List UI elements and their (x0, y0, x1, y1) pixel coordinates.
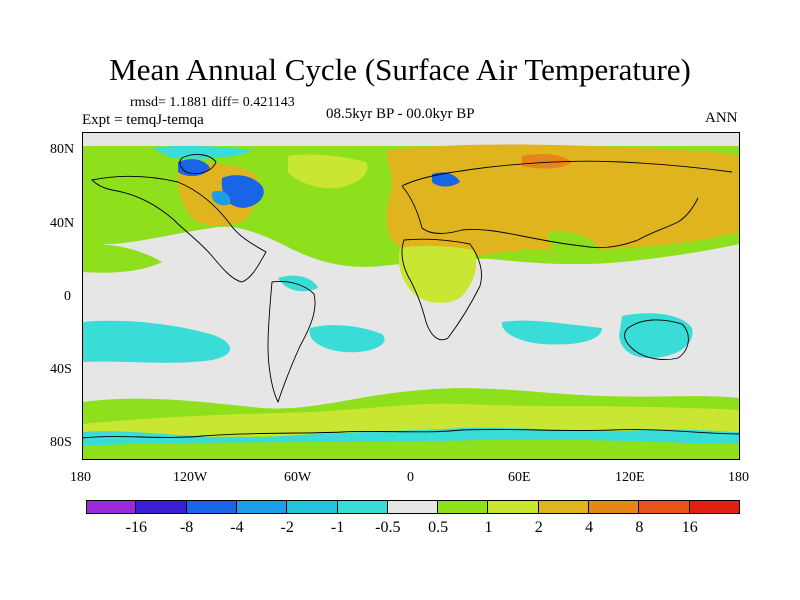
colorbar-box (639, 500, 690, 514)
colorbar-label: -4 (230, 519, 244, 536)
coast-greenland (179, 154, 217, 174)
colorbar-label: 0.5 (428, 519, 449, 536)
laurentide-cyan (211, 190, 231, 206)
lat-tick-80s: 80S (50, 435, 72, 450)
north-pacific-green-2 (82, 243, 162, 273)
colorbar-box (287, 500, 338, 514)
chart-title: Mean Annual Cycle (Surface Air Temperatu… (109, 52, 691, 87)
scandinavia-blue (432, 172, 460, 187)
lon-tick-180w: 180 (70, 470, 91, 485)
coast-north-america (91, 175, 267, 283)
lon-tick-120e: 120E (615, 470, 645, 485)
colorbar-box (86, 500, 137, 514)
colorbar: -16 -8 -4 -2 -1 -0.5 0.5 1 2 4 8 16 (86, 500, 740, 536)
antarctic-green (82, 439, 740, 460)
coastlines (82, 154, 740, 439)
colorbar-box (236, 500, 288, 514)
lat-tick-0: 0 (64, 289, 71, 304)
coast-europe-asia (401, 160, 733, 249)
south-pacific-cyan-2 (82, 334, 172, 352)
colorbar-label: -8 (179, 519, 194, 536)
map-frame (82, 132, 740, 460)
colorbar-label: 8 (635, 519, 644, 536)
colorbar-box (689, 500, 740, 514)
laurentide-blue (221, 175, 264, 208)
lat-tick-40s: 40S (50, 362, 72, 377)
colorbar-label: 2 (534, 519, 543, 536)
lon-tick-180e: 180 (728, 470, 749, 485)
experiment-label: Expt = temqJ-temqa (82, 112, 204, 128)
colorbar-label: -1 (330, 519, 345, 536)
coast-australia (624, 319, 689, 361)
lat-tick-40n: 40N (50, 216, 75, 231)
colorbar-box (136, 500, 187, 514)
india-green (548, 231, 598, 257)
arctic-cyan (152, 145, 252, 159)
colorbar-label: -0.5 (375, 519, 401, 536)
colorbar-box (538, 500, 590, 514)
coast-antarctica (82, 428, 740, 439)
colorbar-box (589, 500, 640, 514)
colorbar-label: 4 (585, 519, 594, 536)
lon-tick-0: 0 (407, 470, 414, 485)
africa-yellow (398, 245, 477, 303)
colorbar-box (337, 500, 388, 514)
temperature-map (82, 132, 740, 460)
map-svg (82, 132, 740, 460)
lon-tick-60e: 60E (508, 470, 531, 485)
australia-cyan (619, 313, 693, 358)
colorbar-label: -2 (280, 519, 294, 536)
colorbar-label: 1 (484, 519, 493, 536)
colorbar-label: 16 (681, 519, 698, 536)
colorbar-box (438, 500, 489, 514)
colorbar-label: -16 (125, 519, 147, 536)
lon-tick-60w: 60W (284, 470, 312, 485)
coast-south-america (267, 281, 316, 404)
period-label: 08.5kyr BP - 00.0kyr BP (326, 106, 475, 122)
indian-ocean-cyan (501, 320, 602, 345)
south-atlantic-cyan (309, 325, 385, 353)
colorbar-box (186, 500, 237, 514)
colorbar-box (387, 500, 439, 514)
stats-text: rmsd= 1.1881 diff= 0.421143 (130, 95, 295, 110)
siberia-hot (522, 154, 572, 169)
lat-tick-80n: 80N (50, 142, 75, 157)
colorbar-box (488, 500, 539, 514)
coast-africa (401, 238, 482, 341)
tropical-atlantic-cyan (278, 275, 318, 292)
lon-tick-120w: 120W (173, 470, 208, 485)
season-label: ANN (705, 110, 738, 126)
southern-ocean-yellow (82, 403, 740, 438)
mid-atlantic-yellow (288, 154, 368, 189)
